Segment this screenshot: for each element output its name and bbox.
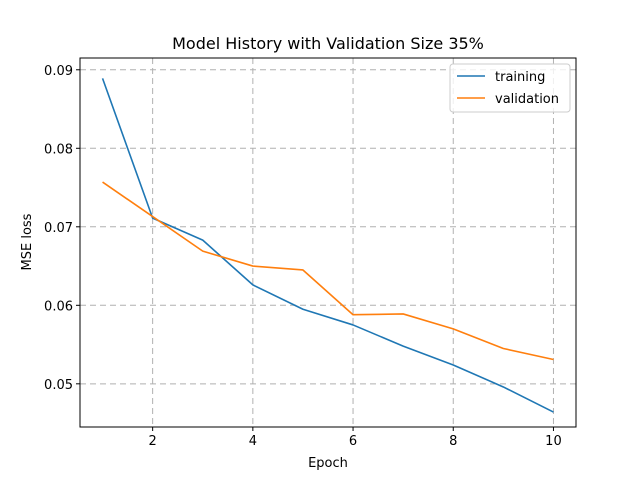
y-axis: 0.05 0.06 0.07 0.08 0.09 (44, 64, 80, 393)
series-line-validation (102, 181, 554, 361)
y-tick-label: 0.08 (44, 142, 73, 157)
series-layer (101, 78, 554, 413)
y-tick-label: 0.06 (44, 299, 73, 314)
x-tick-label: 6 (349, 434, 357, 449)
chart-title: Model History with Validation Size 35% (172, 34, 484, 53)
x-tick-label: 2 (149, 434, 157, 449)
series-line-training (101, 78, 554, 413)
y-axis-label: MSE loss (20, 213, 35, 270)
legend-label-training: training (495, 70, 545, 85)
x-tick-label: 4 (249, 434, 257, 449)
legend-label-validation: validation (495, 92, 559, 107)
plot-frame (79, 57, 577, 428)
x-axis-label: Epoch (308, 456, 348, 471)
y-tick-label: 0.09 (44, 64, 73, 79)
x-tick-label: 8 (449, 434, 457, 449)
y-tick-label: 0.05 (44, 378, 73, 393)
grid (80, 58, 576, 427)
y-tick-label: 0.07 (44, 221, 73, 236)
x-tick-label: 10 (545, 434, 562, 449)
legend: training validation (449, 63, 571, 113)
x-axis: 2 4 6 8 10 (149, 427, 562, 449)
